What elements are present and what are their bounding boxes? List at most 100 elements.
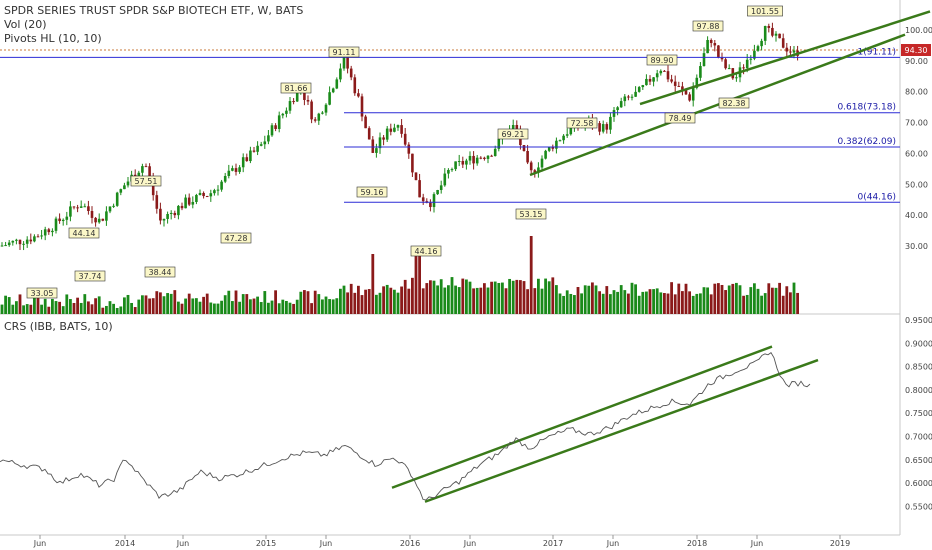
volume-bar bbox=[601, 293, 605, 314]
volume-bar bbox=[310, 303, 313, 314]
volume-bar bbox=[342, 285, 346, 314]
candle-body bbox=[562, 135, 565, 141]
volume-bar bbox=[292, 303, 295, 314]
pivot-label: 33.05 bbox=[31, 289, 54, 298]
volume-bar bbox=[126, 294, 130, 314]
candle-body bbox=[792, 50, 796, 53]
candle-body bbox=[274, 125, 277, 129]
candle-body bbox=[713, 43, 717, 46]
time-tick-label: 2017 bbox=[543, 539, 563, 548]
volume-bar bbox=[339, 288, 342, 314]
vol-indicator-label: Vol (20) bbox=[4, 18, 47, 31]
volume-bar bbox=[486, 287, 490, 314]
candle-body bbox=[18, 239, 22, 245]
candle-body bbox=[436, 189, 439, 195]
candle-body bbox=[252, 150, 256, 152]
candle-body bbox=[393, 127, 396, 132]
candle-body bbox=[29, 239, 33, 242]
crs-tick-label: 0.7500 bbox=[905, 409, 932, 418]
pivot-label: 69.21 bbox=[502, 130, 525, 139]
volume-bar bbox=[213, 303, 216, 314]
volume-bar bbox=[162, 296, 166, 314]
candle-body bbox=[173, 212, 177, 216]
volume-bar bbox=[231, 301, 234, 314]
fib-level-label: 0.618(73.18) bbox=[837, 103, 896, 113]
candle-body bbox=[735, 77, 738, 79]
candle-body bbox=[720, 57, 724, 60]
volume-bar bbox=[555, 285, 558, 314]
candle-body bbox=[335, 79, 339, 89]
volume-bar bbox=[544, 278, 547, 314]
candle-body bbox=[493, 148, 497, 157]
candle-body bbox=[119, 189, 123, 193]
volume-bar bbox=[591, 282, 594, 314]
candle-body bbox=[450, 169, 454, 171]
candle-body bbox=[443, 173, 447, 186]
volume-bar bbox=[245, 294, 249, 314]
candle-body bbox=[763, 25, 767, 41]
volume-bar bbox=[735, 282, 738, 314]
volume-bar bbox=[11, 304, 15, 314]
volume-bar bbox=[65, 294, 69, 314]
candle-body bbox=[259, 144, 263, 146]
volume-bar bbox=[238, 301, 241, 314]
volume-bar bbox=[609, 294, 612, 314]
time-tick-label: Jun bbox=[606, 539, 620, 548]
crs-series bbox=[0, 352, 811, 501]
candle-body bbox=[688, 94, 691, 101]
candle-body bbox=[321, 112, 324, 114]
volume-bar bbox=[130, 302, 133, 314]
volume-bar bbox=[249, 299, 252, 314]
pivot-label-box bbox=[130, 175, 162, 187]
volume-bar bbox=[699, 293, 702, 314]
candle-body bbox=[169, 212, 173, 214]
pivot-label-box bbox=[328, 46, 360, 58]
fibonacci-levels: 1(91.11) 0.618(73.18) 0.382(62.09) 0(44.16) bbox=[0, 47, 900, 203]
candle-body bbox=[742, 67, 745, 69]
candle-body bbox=[655, 73, 659, 78]
volume-bar bbox=[331, 299, 335, 314]
candle-body bbox=[533, 170, 537, 173]
volume-bar bbox=[425, 283, 429, 314]
candle-body bbox=[612, 110, 616, 117]
candle-body bbox=[684, 89, 688, 95]
volume-bar bbox=[25, 304, 29, 314]
candle-body bbox=[367, 128, 371, 140]
volume-bar bbox=[637, 295, 641, 314]
candle-body bbox=[4, 245, 7, 247]
candle-body bbox=[547, 146, 551, 151]
candle-body bbox=[515, 124, 519, 131]
candle-body bbox=[389, 128, 393, 132]
candle-body bbox=[558, 140, 562, 142]
volume-bar bbox=[418, 252, 421, 314]
candle-body bbox=[360, 96, 364, 117]
candle-body bbox=[195, 194, 198, 202]
volume-bar bbox=[407, 288, 411, 314]
candle-body bbox=[245, 157, 249, 162]
candle-body bbox=[65, 216, 69, 220]
volume-bar bbox=[569, 293, 573, 314]
volume-bar bbox=[562, 295, 565, 314]
pivot-label: 37.74 bbox=[79, 272, 102, 281]
volume-bar bbox=[364, 289, 367, 314]
candle-body bbox=[745, 59, 749, 69]
volume-bar bbox=[277, 303, 281, 314]
volume-bar bbox=[796, 292, 799, 314]
candle-body bbox=[310, 101, 313, 120]
volume-bar bbox=[583, 285, 587, 314]
candle-body bbox=[51, 230, 54, 233]
volume-bar bbox=[551, 277, 555, 314]
volume-bar bbox=[400, 286, 403, 314]
candle-body bbox=[69, 206, 72, 217]
volume-bar bbox=[36, 295, 40, 314]
candle-body bbox=[198, 192, 202, 195]
volume-bar bbox=[313, 290, 317, 314]
volume-bar bbox=[691, 295, 695, 314]
candle-body bbox=[11, 240, 15, 243]
pivot-label: 53.15 bbox=[520, 210, 543, 219]
pivots-indicator-label: Pivots HL (10, 10) bbox=[4, 32, 102, 45]
fib-level-label: 0(44.16) bbox=[857, 192, 896, 202]
candle-body bbox=[58, 218, 61, 222]
candle-body bbox=[598, 123, 601, 132]
